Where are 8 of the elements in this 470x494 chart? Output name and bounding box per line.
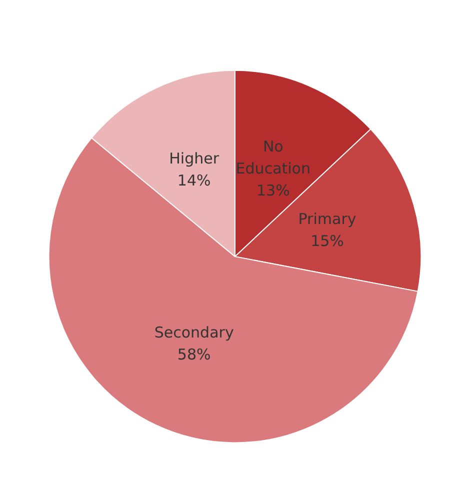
slice-label: Higher <box>169 150 220 168</box>
data-label: 14% <box>177 172 211 190</box>
data-label: 15% <box>310 232 344 250</box>
data-label: 58% <box>177 345 211 364</box>
slice-label: No Education <box>236 137 310 178</box>
slice-label: Secondary <box>154 323 234 342</box>
slice-label: Primary <box>298 210 356 228</box>
data-label: 13% <box>256 181 290 200</box>
